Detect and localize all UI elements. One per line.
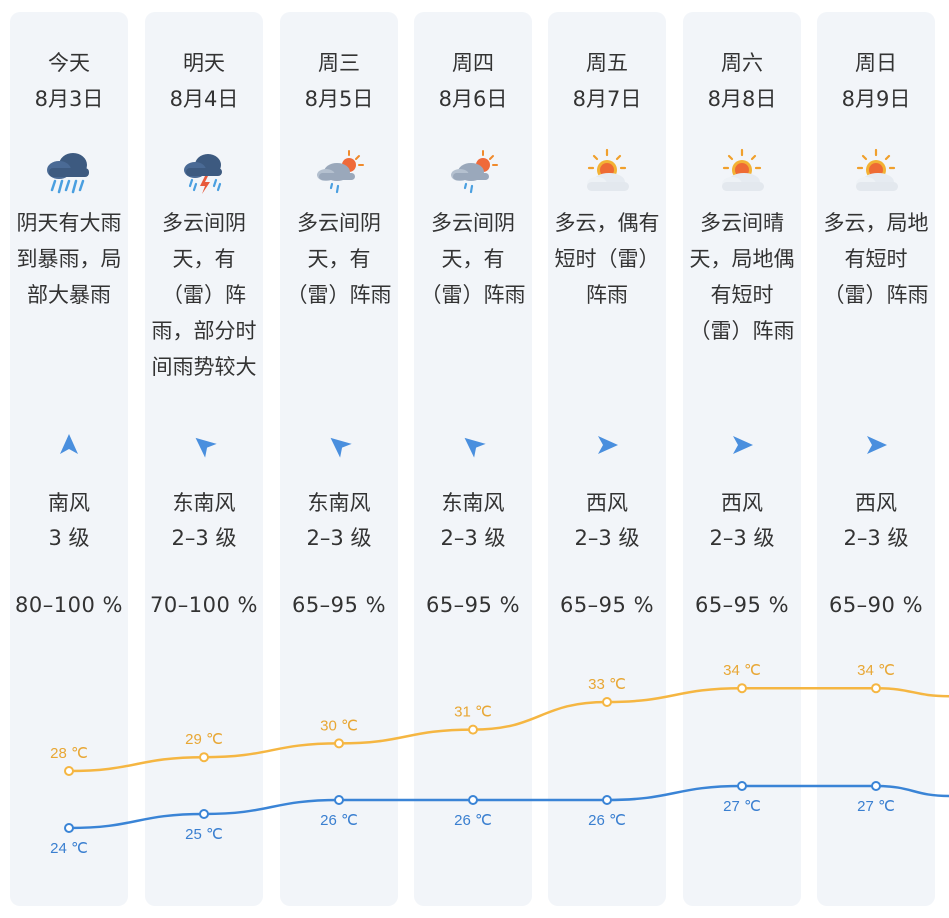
sun-cloud-icon [848,148,904,196]
humidity: 65–95 % [425,593,521,617]
date-label: 8月4日 [169,87,239,111]
weather-description: 多云，局地 有短时 （雷）阵雨 [823,211,929,307]
date-label: 8月5日 [304,87,374,111]
wind-arrow-northwest-icon [321,427,358,464]
forecast-day-column: 明天 8月4日 多云间阴 天，有 （雷）阵 雨，部分时 间雨势较大 东南风 2–… [145,12,263,906]
date-label: 8月9日 [841,87,911,111]
date-label: 8月3日 [34,87,104,111]
wind-arrow-north-icon [56,432,82,458]
forecast-day-column: 周六 8月8日 多云间晴 天，局地偶 有短时 （雷）阵雨 西风 2–3 级 65… [683,12,801,906]
forecast-day-column: 周日 8月9日 多云，局地 有短时 （雷）阵雨 西风 2–3 级 65–90 % [817,12,935,906]
wind-direction: 东南风 [307,491,371,515]
wind-direction: 东南风 [172,491,236,515]
wind-direction: 东南风 [441,491,505,515]
heavy-rain-icon [41,148,97,196]
forecast-day-column: 周四 8月6日 多云间阴 天，有 （雷）阵雨 东南风 2–3 级 65–95 % [414,12,532,906]
humidity: 65–95 % [559,593,655,617]
wind-arrow-east-icon [729,432,755,458]
humidity: 80–100 % [15,593,123,617]
wind-direction: 南风 [48,491,90,515]
day-label: 周三 [318,51,360,75]
wind-direction: 西风 [721,491,763,515]
forecast-day-column: 周三 8月5日 多云间阴 天，有 （雷）阵雨 东南风 2–3 级 65–95 % [280,12,398,906]
weather-description: 多云，偶有 短时（雷） 阵雨 [554,211,660,307]
date-label: 8月8日 [707,87,777,111]
weather-description: 多云间阴 天，有 （雷）阵雨 [286,211,392,307]
wind-arrow-east-icon [594,432,620,458]
forecast-day-column: 今天 8月3日 阴天有大雨 到暴雨，局 部大暴雨 南风 3 级 80–100 % [10,12,128,906]
day-label: 周四 [452,51,494,75]
partly-cloudy-rain-icon [445,148,501,196]
thunderstorm-icon [176,148,232,196]
weather-description: 多云间阴 天，有 （雷）阵 雨，部分时 间雨势较大 [151,211,257,379]
weather-description: 多云间阴 天，有 （雷）阵雨 [420,211,526,307]
sun-cloud-icon [714,148,770,196]
date-label: 8月7日 [572,87,642,111]
day-label: 今天 [48,51,90,75]
wind-level: 2–3 级 [574,526,640,550]
forecast-day-column: 周五 8月7日 多云，偶有 短时（雷） 阵雨 西风 2–3 级 65–95 % [548,12,666,906]
wind-level: 2–3 级 [306,526,372,550]
wind-direction: 西风 [855,491,897,515]
wind-arrow-east-icon [863,432,889,458]
day-label: 周日 [855,51,897,75]
humidity: 65–95 % [694,593,790,617]
wind-level: 2–3 级 [709,526,775,550]
day-label: 周五 [586,51,628,75]
humidity: 65–90 % [828,593,924,617]
day-label: 明天 [183,51,225,75]
humidity: 65–95 % [291,593,387,617]
weather-description: 多云间晴 天，局地偶 有短时 （雷）阵雨 [689,211,795,343]
wind-level: 3 级 [48,526,90,550]
wind-direction: 西风 [586,491,628,515]
wind-level: 2–3 级 [843,526,909,550]
wind-level: 2–3 级 [440,526,506,550]
day-label: 周六 [721,51,763,75]
date-label: 8月6日 [438,87,508,111]
humidity: 70–100 % [150,593,258,617]
wind-arrow-northwest-icon [455,427,492,464]
sun-cloud-icon [579,148,635,196]
partly-cloudy-rain-icon [311,148,367,196]
wind-level: 2–3 级 [171,526,237,550]
weather-description: 阴天有大雨 到暴雨，局 部大暴雨 [16,211,122,307]
wind-arrow-northwest-icon [186,427,223,464]
